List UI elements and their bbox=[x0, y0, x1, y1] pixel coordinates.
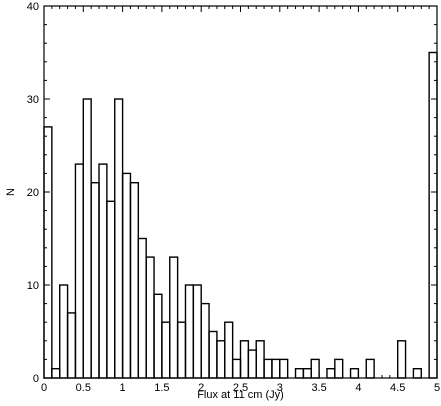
histogram-bar bbox=[106, 200, 116, 379]
histogram-bar bbox=[255, 340, 265, 379]
x-tick-label: 3 bbox=[277, 382, 283, 394]
x-tick-label: 5 bbox=[434, 382, 440, 394]
x-tick-label: 2 bbox=[198, 382, 204, 394]
histogram-bar bbox=[129, 181, 140, 379]
x-axis-label: Flux at 11 cm (Jy) bbox=[197, 389, 284, 401]
histogram-bar bbox=[208, 330, 218, 379]
histogram-bar bbox=[231, 358, 242, 379]
histogram-bar bbox=[334, 358, 344, 379]
x-tick-label: 1 bbox=[120, 382, 126, 394]
x-tick-label: 1.5 bbox=[154, 382, 169, 394]
histogram-bar bbox=[184, 284, 195, 379]
histogram-bar bbox=[365, 358, 375, 379]
histogram-bar bbox=[326, 368, 336, 379]
histogram-bar bbox=[200, 302, 210, 379]
histogram-bar bbox=[161, 321, 171, 379]
histogram-bar bbox=[98, 163, 108, 379]
y-tick-label: 40 bbox=[27, 1, 39, 13]
histogram-bar bbox=[271, 358, 281, 379]
y-tick-label: 10 bbox=[27, 280, 39, 292]
histogram-bar bbox=[90, 181, 100, 379]
histogram-bar bbox=[82, 98, 92, 379]
histogram-bar bbox=[169, 256, 179, 379]
histogram-bar bbox=[310, 358, 320, 379]
histogram-bar bbox=[114, 98, 124, 379]
histogram-bar bbox=[66, 312, 77, 379]
y-tick-label: 0 bbox=[33, 373, 39, 385]
histogram-bar bbox=[247, 349, 257, 379]
histogram-bar bbox=[412, 368, 422, 379]
histogram-bar bbox=[349, 368, 360, 379]
histogram-bar bbox=[302, 368, 312, 379]
x-tick-label: 3.5 bbox=[311, 382, 326, 394]
histogram-bar bbox=[137, 237, 147, 379]
x-tick-label: 0.5 bbox=[76, 382, 91, 394]
plot-frame bbox=[43, 5, 438, 379]
y-tick-label: 20 bbox=[27, 187, 39, 199]
y-axis-label: N bbox=[5, 188, 17, 196]
histogram-bar bbox=[59, 284, 69, 379]
histogram-bar bbox=[145, 256, 155, 379]
y-tick-label: 30 bbox=[27, 94, 39, 106]
x-tick-label: 2.5 bbox=[233, 382, 248, 394]
x-tick-label: 4 bbox=[355, 382, 361, 394]
bars-group bbox=[43, 51, 438, 379]
histogram-bar bbox=[224, 321, 234, 379]
x-tick-label: 0 bbox=[41, 382, 47, 394]
histogram-bar bbox=[192, 284, 202, 379]
histogram-bar bbox=[74, 163, 85, 379]
ticks-group: 0 0.5 1 1.5 2 2.5 3 3.5 4 4.5 5 0 10 20 30 40 bbox=[27, 1, 440, 394]
histogram-bar bbox=[279, 358, 289, 379]
histogram-bar bbox=[397, 340, 407, 379]
histogram-bar bbox=[428, 51, 438, 379]
histogram-bar bbox=[153, 293, 163, 379]
x-tick-label: 4.5 bbox=[390, 382, 405, 394]
histogram-bar bbox=[263, 358, 273, 379]
histogram-bar bbox=[176, 321, 187, 379]
histogram-bar bbox=[121, 172, 132, 379]
histogram-bar bbox=[216, 340, 226, 379]
histogram-bar bbox=[239, 340, 250, 379]
histogram-bar bbox=[51, 368, 61, 379]
histogram-bar bbox=[294, 368, 305, 379]
